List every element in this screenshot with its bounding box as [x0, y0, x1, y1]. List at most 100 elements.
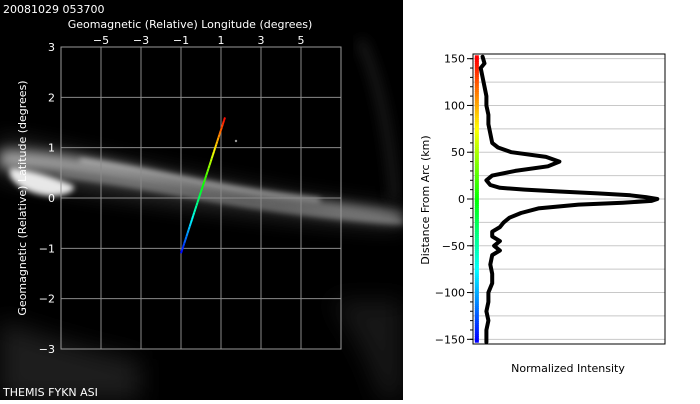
color-scale-mark [474, 90, 479, 94]
color-scale-mark [474, 96, 479, 100]
track-segment [187, 225, 191, 230]
x-tick-label: −5 [93, 34, 109, 47]
track-segment [180, 249, 184, 254]
color-scale-mark [474, 128, 479, 132]
color-scale-mark [474, 64, 479, 68]
color-scale-mark [474, 292, 479, 296]
track-segment [221, 120, 225, 125]
color-scale-mark [474, 184, 479, 188]
color-scale-mark [474, 210, 479, 214]
x-tick-label: −1 [173, 34, 189, 47]
track-segment [209, 157, 213, 162]
color-scale-mark [474, 161, 479, 165]
color-scale-mark [474, 206, 479, 210]
color-scale-mark [474, 180, 479, 184]
color-scale-mark [474, 306, 479, 310]
color-scale-mark [474, 60, 479, 64]
track-segment [192, 212, 196, 217]
color-scale-mark [474, 72, 479, 76]
plot-frame [60, 46, 342, 350]
color-scale-mark [474, 66, 479, 70]
color-scale-mark [474, 103, 479, 107]
color-scale-mark [474, 137, 479, 141]
color-scale-mark [474, 244, 479, 248]
color-scale-mark [474, 257, 479, 261]
color-scale-mark [474, 178, 479, 182]
color-scale-mark [474, 175, 479, 179]
track-segment [207, 164, 211, 169]
track-segment [181, 246, 185, 251]
track-segment [196, 198, 200, 203]
color-scale-mark [474, 216, 479, 220]
color-scale-mark [474, 246, 479, 250]
color-scale-mark [474, 268, 479, 272]
color-scale-mark [474, 193, 479, 197]
color-scale-mark [474, 92, 479, 96]
color-scale-mark [474, 150, 479, 154]
color-scale-mark [474, 255, 479, 259]
color-scale-mark [474, 173, 479, 177]
color-scale-mark [474, 236, 479, 240]
x-tick-label: 3 [258, 34, 265, 47]
color-scale-mark [474, 77, 479, 81]
color-scale-mark [474, 148, 479, 152]
track-segment [205, 171, 209, 176]
track-segment [197, 195, 201, 200]
color-scale-mark [474, 197, 479, 201]
track-segment [194, 205, 198, 210]
profile-tick-label: 50 [451, 146, 465, 159]
y-tick-label: −2 [39, 293, 55, 306]
color-scale-mark [474, 274, 479, 278]
color-scale-mark [474, 322, 479, 326]
color-scale-mark [474, 326, 479, 330]
color-scale-mark [474, 307, 479, 311]
sky-dot [234, 139, 238, 143]
color-scale-mark [474, 261, 479, 265]
color-scale-mark [474, 152, 479, 156]
color-scale-mark [474, 102, 479, 106]
color-scale-mark [474, 276, 479, 280]
color-scale-mark [474, 188, 479, 192]
color-scale-mark [474, 279, 479, 283]
x-tick-label: 5 [298, 34, 305, 47]
color-scale-mark [474, 296, 479, 300]
color-scale-mark [474, 240, 479, 244]
color-scale-mark [474, 195, 479, 199]
color-scale-mark [474, 122, 479, 126]
color-scale-mark [474, 313, 479, 317]
color-scale-mark [474, 266, 479, 270]
color-scale-mark [474, 171, 479, 175]
color-scale-mark [474, 285, 479, 289]
color-scale-mark [474, 55, 479, 59]
y-tick-label: 2 [48, 91, 55, 104]
color-scale-mark [474, 311, 479, 315]
color-scale-mark [474, 248, 479, 252]
color-scale-mark [474, 212, 479, 216]
track-segment [188, 222, 192, 227]
profile-tick-label: −100 [435, 287, 465, 300]
track-segment [202, 181, 206, 186]
color-scale-mark [474, 182, 479, 186]
profile-grid [473, 58, 665, 340]
color-scale-mark [474, 186, 479, 190]
x-tick-labels: −5 −3 −1 1 3 5 [93, 34, 305, 47]
profile-tick-label: −50 [442, 240, 465, 253]
color-scale-mark [474, 334, 479, 338]
profile-x-axis-label: Normalized Intensity [511, 362, 625, 375]
color-scale-mark [474, 214, 479, 218]
color-scale-mark [474, 317, 479, 321]
color-scale-mark [474, 300, 479, 304]
color-scale-mark [474, 62, 479, 66]
color-scale-mark [474, 120, 479, 124]
color-scale-mark [474, 208, 479, 212]
sky-image [0, 37, 404, 400]
track-segment [214, 144, 218, 149]
color-scale-mark [474, 339, 479, 343]
color-scale-mark [474, 118, 479, 122]
profile-color-scale [474, 55, 479, 343]
track-segment [185, 232, 189, 237]
profile-y-tick-labels: 150 100 50 0 −50 −100 −150 [435, 53, 465, 347]
track-segment [216, 137, 220, 142]
color-scale-mark [474, 337, 479, 341]
